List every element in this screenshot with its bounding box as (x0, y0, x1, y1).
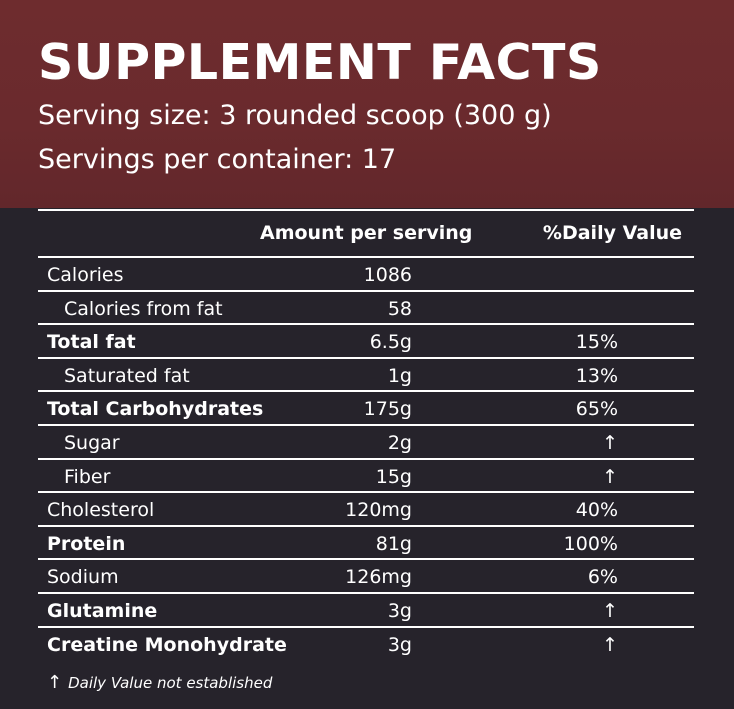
table-row: Calories from fat 58 (38, 292, 694, 326)
table-row: Total fat 6.5g 15% (38, 325, 694, 359)
header-banner: SUPPLEMENT FACTS Serving size: 3 rounded… (0, 0, 734, 208)
nutrient-name: Sugar (64, 431, 120, 454)
up-arrow-icon: ↑ (47, 672, 63, 693)
daily-value: ↑ (602, 599, 618, 622)
facts-table: Amount per serving %Daily Value Calories… (38, 209, 694, 661)
table-body: Calories 1086 Calories from fat 58 Total fat… (38, 258, 694, 661)
nutrient-name: Calories (47, 264, 124, 286)
amount-per-serving: 58 (387, 297, 412, 320)
nutrient-name: Total Carbohydrates (47, 398, 264, 421)
nutrient-name: Fiber (64, 465, 111, 488)
column-header-daily-value: %Daily Value (542, 222, 682, 244)
footnote: ↑ Daily Value not established (47, 672, 272, 693)
nutrient-name: Protein (47, 532, 126, 555)
amount-per-serving: 120mg (345, 499, 412, 522)
nutrient-name: Sodium (47, 566, 119, 589)
amount-per-serving: 15g (375, 465, 412, 488)
column-header-amount: Amount per serving (260, 222, 473, 244)
amount-per-serving: 175g (363, 398, 412, 421)
amount-per-serving: 6.5g (369, 331, 412, 354)
serving-size: Serving size: 3 rounded scoop (300 g) (38, 100, 552, 131)
amount-per-serving: 3g (387, 599, 412, 622)
daily-value: 100% (563, 532, 618, 555)
daily-value: 6% (587, 566, 618, 589)
nutrient-name: Calories from fat (64, 297, 223, 320)
amount-per-serving: 81g (375, 532, 412, 555)
table-row: Total Carbohydrates 175g 65% (38, 392, 694, 426)
daily-value: ↑ (602, 431, 618, 454)
nutrient-name: Glutamine (47, 599, 158, 622)
amount-per-serving: 3g (387, 633, 412, 656)
table-row: Fiber 15g ↑ (38, 460, 694, 494)
table-row: Saturated fat 1g 13% (38, 359, 694, 393)
table-header: Amount per serving %Daily Value (38, 209, 694, 258)
servings-per-container: Servings per container: 17 (38, 144, 397, 175)
amount-per-serving: 126mg (345, 566, 412, 589)
table-row: Creatine Monohydrate 3g ↑ (38, 628, 694, 662)
nutrient-name: Cholesterol (47, 499, 155, 522)
table-row: Calories 1086 (38, 258, 694, 292)
table-row: Sodium 126mg 6% (38, 560, 694, 594)
daily-value: 40% (575, 499, 618, 522)
table-row: Protein 81g 100% (38, 527, 694, 561)
amount-per-serving: 2g (387, 431, 412, 454)
nutrient-name: Creatine Monohydrate (47, 633, 287, 656)
daily-value: 13% (575, 364, 618, 387)
page-title: SUPPLEMENT FACTS (38, 34, 602, 91)
table-row: Cholesterol 120mg 40% (38, 493, 694, 527)
table-row: Sugar 2g ↑ (38, 426, 694, 460)
daily-value: 15% (575, 331, 618, 354)
daily-value: ↑ (602, 633, 618, 656)
table-row: Glutamine 3g ↑ (38, 594, 694, 628)
daily-value: 65% (575, 398, 618, 421)
amount-per-serving: 1086 (363, 264, 412, 286)
amount-per-serving: 1g (387, 364, 412, 387)
nutrient-name: Total fat (47, 331, 136, 354)
daily-value: ↑ (602, 465, 618, 488)
footnote-text: Daily Value not established (68, 674, 273, 692)
nutrient-name: Saturated fat (64, 364, 190, 387)
